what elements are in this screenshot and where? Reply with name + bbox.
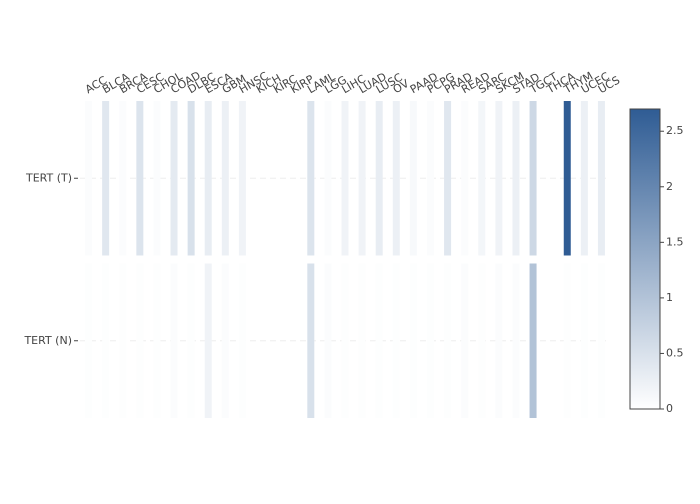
heatmap-cell bbox=[170, 101, 178, 256]
heatmap-cell bbox=[153, 101, 161, 256]
heatmap-cell bbox=[392, 263, 400, 418]
colorbar-tick-label: 1.5 bbox=[666, 235, 684, 248]
heatmap-cell bbox=[341, 101, 349, 256]
heatmap-cell bbox=[119, 263, 127, 418]
colorbar-tick-label: 0 bbox=[666, 402, 673, 415]
heatmap-cell bbox=[512, 263, 520, 418]
heatmap-cell bbox=[85, 101, 93, 256]
heatmap-cell bbox=[307, 263, 315, 418]
colorbar-tick-label: 2.5 bbox=[666, 124, 684, 137]
heatmap-cell bbox=[580, 101, 588, 256]
heatmap-cell bbox=[136, 263, 144, 418]
heatmap-cell bbox=[358, 101, 366, 256]
heatmap-cell bbox=[85, 263, 93, 418]
colorbar-tick-label: 0.5 bbox=[666, 346, 684, 359]
heatmap-cell bbox=[358, 263, 366, 418]
heatmap-cell bbox=[187, 101, 195, 256]
heatmap-cell bbox=[461, 263, 469, 418]
heatmap-cell bbox=[426, 263, 434, 418]
heatmap-cell bbox=[529, 101, 537, 256]
heatmap-cell bbox=[597, 101, 605, 256]
heatmap-cell bbox=[597, 263, 605, 418]
heatmap-cell bbox=[563, 101, 571, 256]
heatmap-cell bbox=[204, 101, 212, 256]
heatmap-cell bbox=[375, 101, 383, 256]
heatmap-cell bbox=[221, 101, 229, 256]
heatmap-cell bbox=[529, 263, 537, 418]
heatmap-cell bbox=[426, 101, 434, 256]
y-tick-label: TERT (T) bbox=[25, 171, 72, 184]
heatmap-cell bbox=[238, 101, 246, 256]
y-tick-label: TERT (N) bbox=[23, 334, 72, 347]
heatmap-cell bbox=[375, 263, 383, 418]
heatmap-cell bbox=[444, 263, 452, 418]
heatmap-cell bbox=[153, 263, 161, 418]
heatmap-cell bbox=[580, 263, 588, 418]
heatmap-cell bbox=[495, 101, 503, 256]
heatmap-cell bbox=[444, 101, 452, 256]
colorbar bbox=[629, 108, 661, 410]
heatmap-cell bbox=[136, 101, 144, 256]
heatmap-cell bbox=[102, 263, 110, 418]
heatmap-cell bbox=[341, 263, 349, 418]
heatmap-cell bbox=[409, 101, 417, 256]
heatmap-cell bbox=[119, 101, 127, 256]
heatmap-cell bbox=[409, 263, 417, 418]
heatmap-cell bbox=[461, 101, 469, 256]
heatmap-cell bbox=[324, 263, 332, 418]
heatmap-cell bbox=[204, 263, 212, 418]
heatmap-cell bbox=[478, 263, 486, 418]
heatmap-cell bbox=[187, 263, 195, 418]
heatmap-cell bbox=[495, 263, 503, 418]
heatmap-cell bbox=[238, 263, 246, 418]
heatmap-cell bbox=[324, 101, 332, 256]
heatmap-cell bbox=[307, 101, 315, 256]
colorbar-tick-label: 2 bbox=[666, 180, 673, 193]
heatmap-cell bbox=[478, 101, 486, 256]
heatmap-cell bbox=[392, 101, 400, 256]
heatmap-cell bbox=[512, 101, 520, 256]
heatmap-cell bbox=[102, 101, 110, 256]
heatmap-cell bbox=[170, 263, 178, 418]
heatmap-cell bbox=[221, 263, 229, 418]
colorbar-tick-label: 1 bbox=[666, 291, 673, 304]
heatmap-cell bbox=[563, 263, 571, 418]
